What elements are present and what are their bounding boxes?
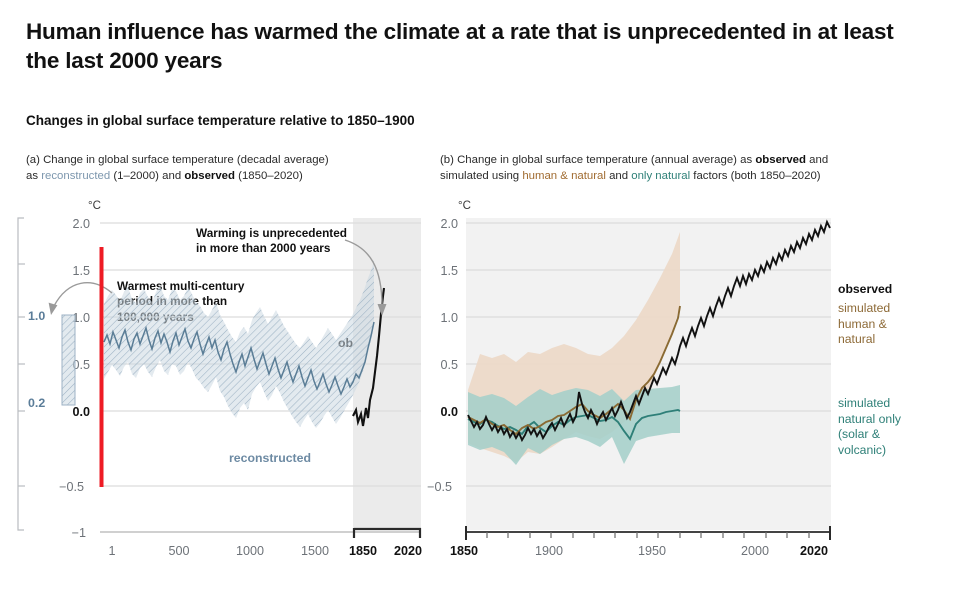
panel-a-caption-observed: observed [184,170,235,183]
panel-a-ytick-4: 0.0 [72,405,90,419]
panel-a-annotation-unprecedented: Warming is unprecedented in more than 20… [196,226,347,256]
panel-a-y-unit: °C [88,200,101,212]
panel-a-reconstructed-band [104,260,374,428]
panel-b-ytick-4: 0.0 [440,405,458,419]
panel-b-xtick-3: 2000 [740,544,770,558]
panel-b-caption-line2-mid: and [605,170,632,183]
legend-item-simulated-human-natural: simulated human & natural [838,301,891,347]
legend-item-observed: observed [838,282,893,296]
panel-a-xtick-3: 1500 [300,544,330,558]
panel-a-reference-arrow [48,282,113,315]
panel-b-caption-human-natural: human & natural [522,170,606,183]
panel-a-xtick-4: 1850 [348,544,378,558]
legend-item-simulated-natural-only: simulated natural only (solar & volcanic… [838,396,902,457]
panel-a-ytick-5: −0.5 [59,480,84,494]
panel-a-plot [17,217,422,538]
panel-a-caption-line1: (a) Change in global surface temperature… [26,154,329,166]
panel-a-ytick-1: 1.5 [72,264,90,278]
panel-b-x-axis [465,526,831,540]
panel-a-secondary-label-low: 0.2 [28,396,46,410]
panel-a-xtick-5: 2020 [393,544,423,558]
chart-panel-a: °C 1.0 0.2 2.0 1.5 1.0 0.5 0.0 −0.5 −1 1… [0,196,440,566]
panel-a-caption-line2-suffix: (1850–2020) [234,170,303,183]
panel-b-caption-line2-prefix: simulated using [440,170,523,183]
panel-b-xtick-1: 1900 [534,544,564,558]
panel-a-caption-line2-prefix: as [26,170,42,183]
panel-b-ytick-0: 2.0 [440,217,458,231]
panel-b-ytick-5: −0.5 [427,480,452,494]
panel-b-xtick-4: 2020 [799,544,829,558]
panel-a-secondary-axis [17,217,25,531]
panel-b-xtick-2: 1950 [637,544,667,558]
panel-a-reference-bar [61,314,76,406]
page-title: Human influence has warmed the climate a… [26,19,894,73]
panel-b-y-unit: °C [458,200,471,212]
panel-a-x-axis [100,527,422,538]
panel-a-annotation-arrow [344,239,387,316]
panel-a-ytick-0: 2.0 [72,217,90,231]
panel-a-caption-reconstructed: reconstructed [41,170,111,183]
panel-b-caption-line1-suffix: and [805,154,829,166]
panel-b-plot [465,218,831,540]
panel-b-ytick-3: 0.5 [440,358,458,372]
panel-b-line-observed [467,219,831,443]
chart-panel-b: °C 2.0 1.5 1.0 0.5 0.0 −0.5 1850 1900 19… [427,196,976,566]
panel-a-xtick-0: 1 [108,544,116,558]
panel-b-caption: (b) Change in global surface temperature… [440,152,900,184]
panel-a-ytick-3: 0.5 [72,358,90,372]
panel-b-caption-only-natural: only natural [631,170,691,183]
panel-a-secondary-label-high: 1.0 [28,309,46,323]
panel-a-series-label-reconstructed: reconstructed [229,451,312,465]
panel-a-ytick-2: 1.0 [72,311,90,325]
panel-a-observed-line [352,287,386,427]
panel-a-recent-period-shade [353,218,421,530]
panel-b-ytick-1: 1.5 [440,264,458,278]
panel-b-line-human-natural [467,305,681,436]
panel-a-caption-line2-mid: (1–2000) and [110,170,185,183]
panel-a-xtick-1: 500 [168,544,190,558]
panel-b-band-natural-only [468,385,680,465]
panel-b-caption-line1-prefix: (b) Change in global surface temperature… [440,154,756,166]
panel-a-ytick-6: −1 [71,526,86,540]
panel-b-ytick-2: 1.0 [440,311,458,325]
panel-b-caption-line2-suffix: factors (both 1850–2020) [690,170,821,183]
panel-a-xtick-2: 1000 [235,544,265,558]
panel-a-caption: (a) Change in global surface temperature… [26,152,426,184]
subheading: Changes in global surface temperature re… [26,113,415,128]
panel-a-reconstructed-line [103,321,375,397]
panel-b-caption-observed: observed [755,154,806,166]
panel-b-xtick-0: 1850 [449,544,479,558]
